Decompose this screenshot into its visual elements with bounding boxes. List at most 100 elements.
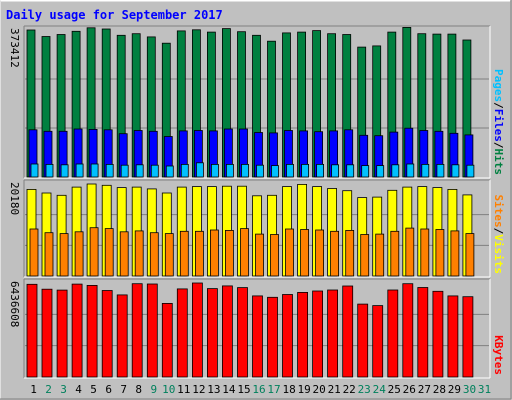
x-tick-label: 30 xyxy=(463,383,476,396)
chart-title: Daily usage for September 2017 xyxy=(6,8,223,22)
x-tick-label: 24 xyxy=(373,383,387,396)
x-tick-label: 13 xyxy=(207,383,220,396)
x-tick-label: 17 xyxy=(267,383,280,396)
x-tick-label: 15 xyxy=(237,383,250,396)
series-kbytes xyxy=(26,282,474,378)
x-tick-label: 22 xyxy=(343,383,356,396)
bar-kbytes-25 xyxy=(387,289,399,378)
bar-kbytes-10 xyxy=(161,302,173,378)
bar-sites-3 xyxy=(59,233,69,277)
x-tick-label: 4 xyxy=(75,383,82,396)
bar-sites-19 xyxy=(300,229,310,277)
bar-pages-24 xyxy=(376,165,385,178)
bar-kbytes-16 xyxy=(252,295,263,378)
legend-entry-files: Files xyxy=(492,109,505,142)
x-axis-labels: 1 2 3 4 5 6 7 8 9 10 11 12 13 14 15 16 17 18 19 20 21 22 23 24 2… xyxy=(30,383,491,396)
bar-kbytes-26 xyxy=(402,283,414,378)
bar-kbytes-19 xyxy=(297,291,309,378)
legend-entry-hits: Hits xyxy=(492,149,505,176)
bar-kbytes-5 xyxy=(86,284,98,378)
bar-kbytes-6 xyxy=(101,290,113,378)
bar-kbytes-12 xyxy=(191,282,203,378)
bar-kbytes-22 xyxy=(342,285,354,378)
x-tick-label: 11 xyxy=(177,383,190,396)
bar-pages-12 xyxy=(195,162,204,178)
bar-sites-10 xyxy=(164,233,174,277)
x-tick-label: 7 xyxy=(120,383,127,396)
bar-sites-22 xyxy=(345,229,355,277)
legend-entry-separator: / xyxy=(492,102,505,109)
bar-sites-18 xyxy=(285,228,294,277)
bar-kbytes-11 xyxy=(176,288,188,378)
bar-sites-28 xyxy=(435,229,445,277)
bar-kbytes-9 xyxy=(146,283,158,378)
bar-kbytes-14 xyxy=(221,285,233,378)
bar-sites-27 xyxy=(420,228,430,277)
bar-pages-1 xyxy=(30,163,39,178)
bar-kbytes-20 xyxy=(312,290,324,378)
bar-kbytes-2 xyxy=(41,288,53,378)
legend-entry-pages: Pages xyxy=(492,69,505,102)
y-max-label: 373412 xyxy=(8,28,21,68)
bar-kbytes-28 xyxy=(432,290,444,378)
x-tick-label: 14 xyxy=(222,383,236,396)
y-max-label: 6436608 xyxy=(8,281,21,327)
x-tick-label: 6 xyxy=(105,383,112,396)
bar-kbytes-1 xyxy=(26,283,38,378)
legend-entry-sites: Sites xyxy=(492,195,505,228)
bar-sites-24 xyxy=(375,233,385,277)
bar-sites-11 xyxy=(179,230,189,277)
bar-pages-21 xyxy=(331,164,340,178)
bar-kbytes-29 xyxy=(447,295,459,378)
bar-sites-14 xyxy=(224,229,234,277)
legend-entry-visits: Visits xyxy=(492,234,505,274)
x-tick-label: 26 xyxy=(403,383,416,396)
x-tick-label: 5 xyxy=(90,383,97,396)
x-tick-label: 2 xyxy=(45,383,52,396)
x-tick-label: 8 xyxy=(135,383,142,396)
bar-pages-14 xyxy=(225,163,234,178)
legend-entry-separator: / xyxy=(492,228,505,235)
bar-pages-2 xyxy=(45,163,54,178)
legend: Sites/Visits xyxy=(492,195,505,275)
bar-pages-30 xyxy=(466,164,475,178)
bar-sites-6 xyxy=(104,228,114,277)
x-tick-label: 28 xyxy=(433,383,446,396)
bar-pages-8 xyxy=(135,164,144,178)
bar-sites-7 xyxy=(119,231,129,277)
bar-pages-22 xyxy=(346,164,355,178)
x-tick-label: 20 xyxy=(312,383,325,396)
x-tick-label: 29 xyxy=(448,383,461,396)
x-tick-label: 25 xyxy=(388,383,401,396)
bar-sites-23 xyxy=(360,234,370,277)
bar-kbytes-15 xyxy=(237,287,248,378)
bar-pages-19 xyxy=(301,163,310,178)
bar-kbytes-18 xyxy=(282,294,293,378)
x-tick-label: 18 xyxy=(282,383,295,396)
legend-entry-kbytes: KBytes xyxy=(492,335,505,375)
panel-kbytes: 6436608 KBytes xyxy=(8,278,505,379)
bar-sites-5 xyxy=(89,227,99,277)
bar-pages-18 xyxy=(286,163,294,178)
bar-pages-16 xyxy=(256,164,264,178)
bar-kbytes-23 xyxy=(357,303,369,378)
bar-sites-13 xyxy=(209,229,219,277)
bar-kbytes-21 xyxy=(327,289,339,378)
x-tick-label: 1 xyxy=(30,383,37,396)
bar-sites-20 xyxy=(315,229,325,277)
bar-kbytes-13 xyxy=(206,288,218,378)
bar-kbytes-24 xyxy=(372,305,384,378)
bar-pages-10 xyxy=(165,165,174,178)
bar-kbytes-7 xyxy=(116,294,128,378)
x-tick-label: 23 xyxy=(358,383,371,396)
bar-sites-4 xyxy=(74,231,84,277)
bar-pages-3 xyxy=(60,164,69,178)
bar-sites-30 xyxy=(465,233,475,277)
bar-pages-25 xyxy=(391,164,400,178)
series-pages xyxy=(30,162,475,178)
bar-kbytes-3 xyxy=(56,289,68,378)
bar-pages-9 xyxy=(150,164,159,178)
